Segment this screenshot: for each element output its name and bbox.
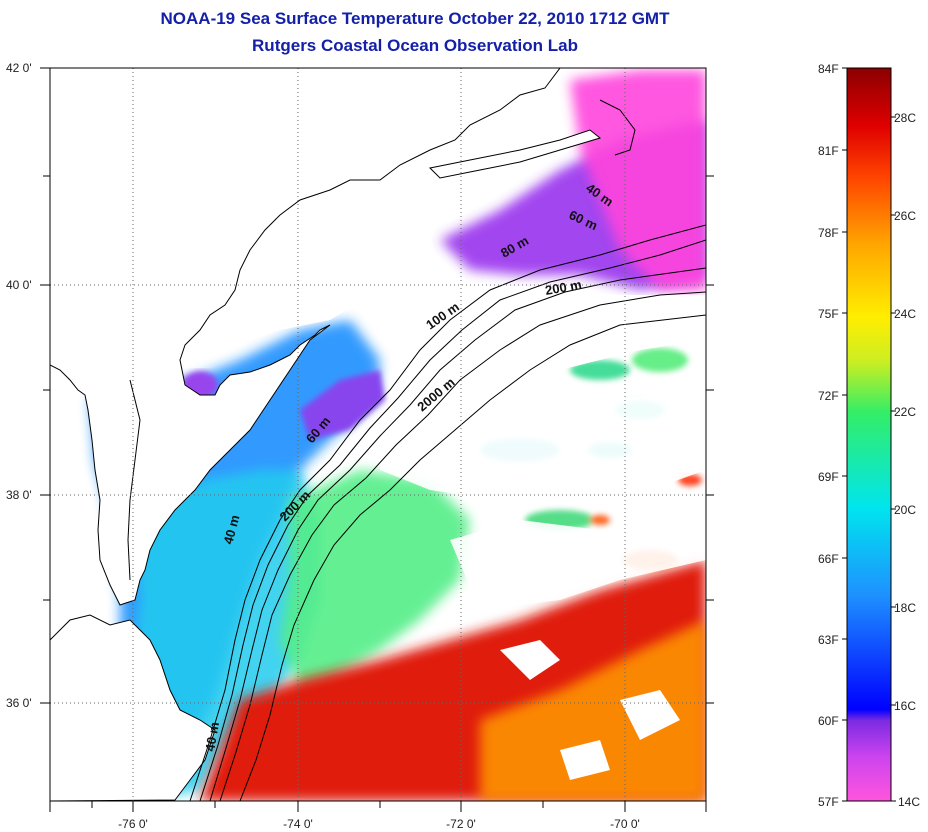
contour-label: 40 m: [202, 721, 222, 753]
bathymetry-contours: [189, 224, 706, 801]
sst-green-band: [280, 470, 470, 690]
colorbar-f-label: 84F: [818, 62, 839, 76]
colorbar-f-label: 66F: [818, 552, 839, 566]
sst-magenta-ne: [570, 70, 706, 290]
colorbar-c-label: 28C: [894, 111, 916, 125]
colorbar-ticks: [842, 67, 896, 802]
graticule: [50, 68, 706, 801]
colorbar-c-label: 26C: [894, 209, 916, 223]
lon-label-74: -74 0': [283, 817, 313, 831]
map-subtitle: Rutgers Coastal Ocean Observation Lab: [252, 36, 578, 55]
colorbar-c-label: 16C: [894, 699, 916, 713]
colorbar-f-label: 72F: [818, 389, 839, 403]
colorbar-c-label: 18C: [894, 601, 916, 615]
colorbar-c-label: 14C: [898, 795, 920, 809]
colorbar-c-label: 20C: [894, 503, 916, 517]
sst-orange-warm: [480, 620, 706, 801]
colorbar-f-label: 63F: [818, 633, 839, 647]
colorbar-f-label: 75F: [818, 307, 839, 321]
lat-label-42: 42 0': [6, 61, 32, 75]
sst-purple-nj: [300, 370, 385, 440]
map-frame: [49, 67, 707, 802]
lat-label-36: 36 0': [6, 696, 32, 710]
contour-label: 200 m: [544, 277, 583, 298]
colorbar-f-label: 60F: [818, 714, 839, 728]
colorbar-f-label: 78F: [818, 226, 839, 240]
lon-label-76: -76 0': [118, 817, 148, 831]
cape-cod: [599, 99, 636, 156]
colorbar-f-label: 57F: [818, 795, 839, 809]
lat-label-38: 38 0': [6, 488, 32, 502]
lat-label-40: 40 0': [6, 278, 32, 292]
colorbar-c-label: 22C: [894, 405, 916, 419]
colorbar-f-label: 81F: [818, 144, 839, 158]
colorbar: [846, 67, 892, 802]
colorbar-f-label: 69F: [818, 470, 839, 484]
lon-label-70: -70 0': [610, 817, 640, 831]
map-title: NOAA-19 Sea Surface Temperature October …: [160, 9, 670, 28]
contour-label: 40 m: [220, 513, 242, 546]
long-island: [428, 129, 602, 179]
colorbar-c-label: 24C: [894, 307, 916, 321]
lon-label-72: -72 0': [446, 817, 476, 831]
axis-ticks: [40, 67, 714, 812]
coastline: [50, 68, 561, 606]
